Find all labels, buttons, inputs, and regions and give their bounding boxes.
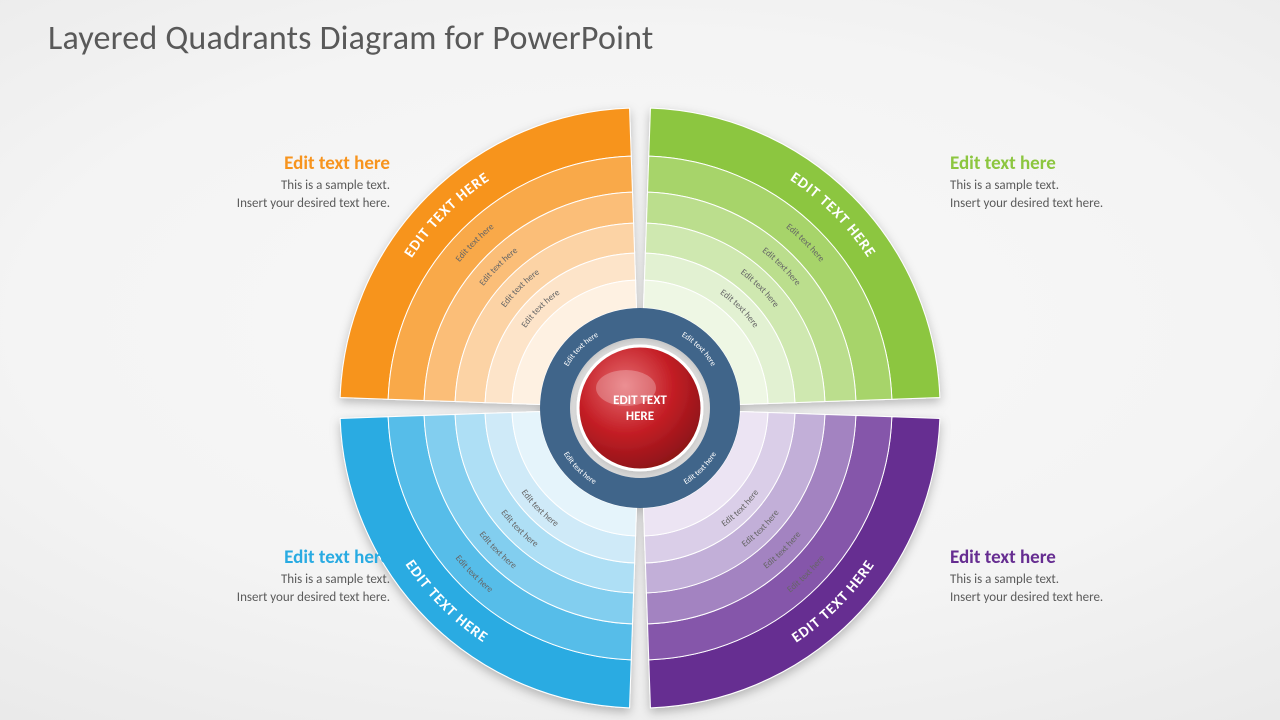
callout-heading: Edit text here [950, 546, 1210, 569]
callout-top-right: Edit text here This is a sample text. In… [950, 152, 1210, 212]
callout-body: This is a sample text. Insert your desir… [950, 177, 1210, 212]
diagram-stage: EDIT TEXTHEREEDIT TEXT HEREEDIT TEXT HER… [0, 0, 1280, 720]
callout-heading: Edit text here [130, 546, 390, 569]
callout-body: This is a sample text. Insert your desir… [130, 177, 390, 212]
callout-heading: Edit text here [950, 152, 1210, 175]
center-circle [578, 346, 702, 470]
callout-bottom-right: Edit text here This is a sample text. In… [950, 546, 1210, 606]
callout-body: This is a sample text. Insert your desir… [950, 571, 1210, 606]
callout-body: This is a sample text. Insert your desir… [130, 571, 390, 606]
callout-heading: Edit text here [130, 152, 390, 175]
callout-top-left: Edit text here This is a sample text. In… [130, 152, 390, 212]
quadrant-diagram: EDIT TEXTHEREEDIT TEXT HEREEDIT TEXT HER… [0, 0, 1280, 720]
center-label-1: EDIT TEXT [613, 393, 667, 408]
callout-bottom-left: Edit text here This is a sample text. In… [130, 546, 390, 606]
center-label-2: HERE [626, 409, 654, 424]
